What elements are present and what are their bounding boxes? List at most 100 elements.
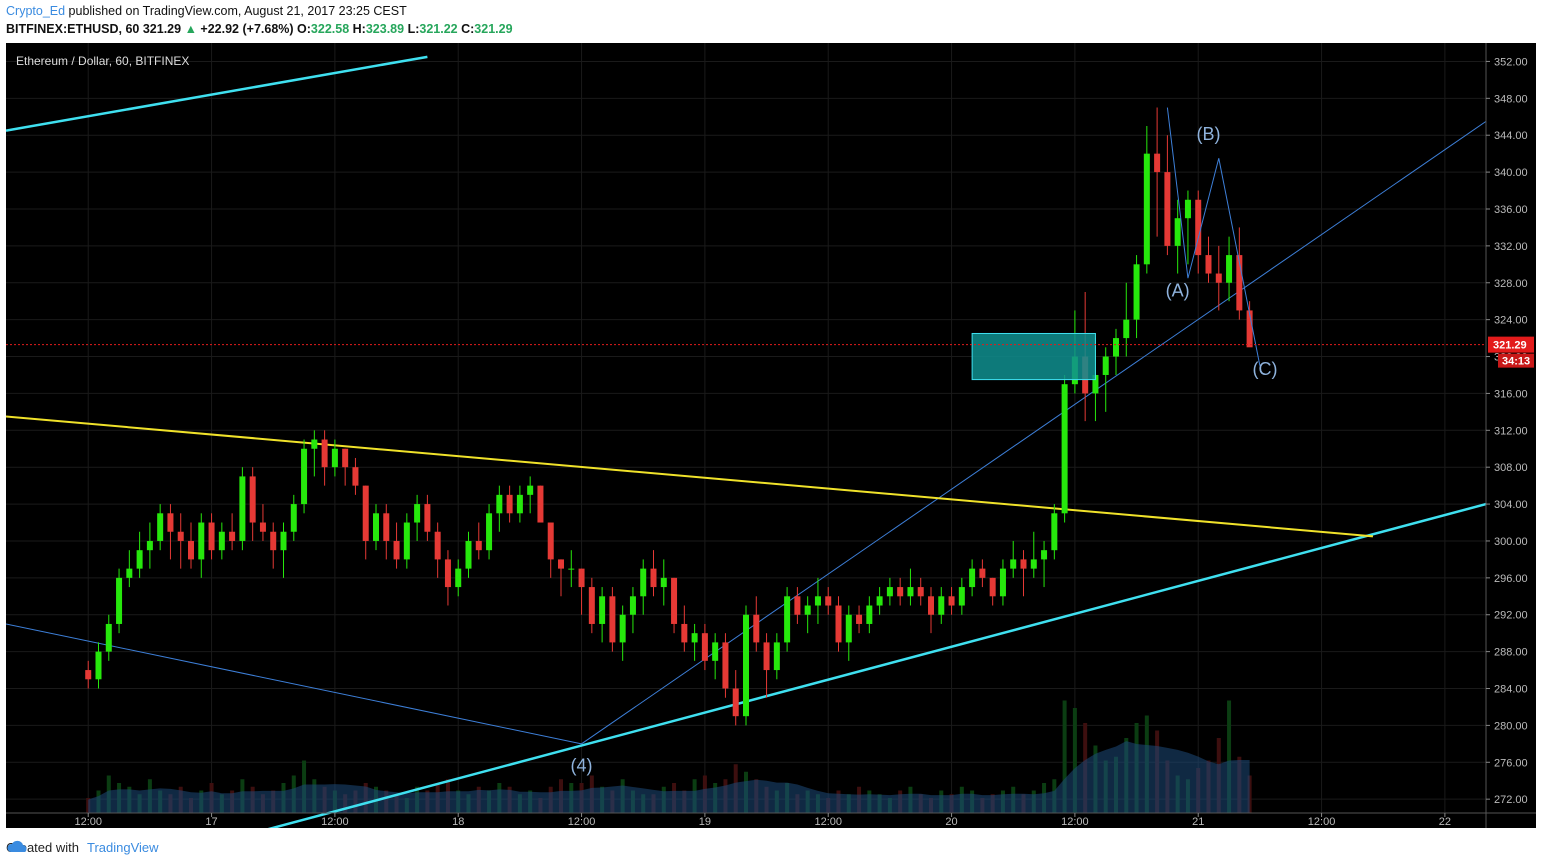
last-price-text: 321.29: [142, 22, 182, 36]
published-text: published on TradingView.com, August 21,…: [68, 4, 407, 18]
candle-body: [743, 614, 749, 717]
yellow-trendline: [6, 415, 1374, 538]
candle-body: [403, 522, 410, 560]
chart-title: Ethereum / Dollar, 60, BITFINEX: [16, 54, 189, 68]
countdown-bg: [1498, 353, 1534, 368]
candle-body: [732, 688, 739, 717]
target-box: [971, 332, 1096, 381]
candle-body: [1174, 218, 1181, 246]
candle-body: [712, 642, 719, 661]
ohlc-line: BITFINEX:ETHUSD, 60 321.29 ▲ +22.92 (+7.…: [6, 22, 513, 36]
candle-body: [126, 568, 133, 578]
candle-body: [979, 568, 986, 578]
candle-body: [773, 642, 780, 671]
candle-body: [660, 577, 667, 588]
tradingview-link[interactable]: TradingView: [86, 840, 159, 855]
chart-svg[interactable]: (4) (A) (B) (C) 272.00 276.00 280.00 284.00 288.…: [6, 43, 1536, 828]
open-label: O:: [297, 22, 311, 36]
candle-body: [1246, 310, 1253, 348]
candle-body: [917, 587, 924, 597]
candle-body: [177, 531, 184, 541]
volume-bar: [1072, 708, 1077, 813]
candle-body: [259, 522, 266, 532]
symbol-text: BITFINEX:ETHUSD, 60: [6, 22, 140, 36]
candle-body: [342, 448, 349, 468]
candle-body: [1061, 384, 1068, 514]
candle-body: [681, 623, 688, 643]
close-value: 321.29: [474, 22, 513, 36]
candle-body: [537, 485, 544, 523]
candle-body: [1195, 199, 1202, 256]
candle-body: [373, 513, 379, 541]
cyan-trendline-bottom: [267, 502, 1487, 828]
candle-body: [486, 513, 493, 551]
chart-area[interactable]: (4) (A) (B) (C) 272.00 276.00 280.00 284.00 288.…: [6, 43, 1536, 828]
candle-body: [1164, 172, 1171, 246]
x-tick-label: 21: [1192, 816, 1204, 828]
y-tick-label: 304.00: [1494, 499, 1528, 511]
y-tick-label: 344.00: [1494, 130, 1528, 142]
candle-body: [1236, 255, 1243, 311]
candle-body: [229, 531, 236, 541]
y-tick-label: 276.00: [1494, 757, 1528, 769]
publish-info: Crypto_Ed published on TradingView.com, …: [6, 4, 407, 18]
candle-body: [650, 568, 657, 588]
candle-body: [866, 605, 873, 624]
candle-body: [311, 439, 318, 449]
candle-body: [958, 587, 965, 606]
candle-body: [218, 531, 225, 551]
candle-body: [208, 522, 215, 551]
candle-body: [825, 596, 832, 606]
candle-body: [1205, 255, 1212, 274]
candle-body: [95, 651, 102, 680]
blue-channel-line: [6, 623, 582, 745]
candle-body: [249, 476, 256, 523]
candle-body: [455, 568, 462, 588]
wave-label: (C): [1253, 359, 1278, 379]
candle-body: [444, 559, 451, 588]
candle-body: [383, 513, 390, 541]
candle-body: [465, 540, 472, 569]
countdown-label: 34:13: [1502, 356, 1530, 368]
candle-body: [814, 596, 821, 606]
candle-body: [835, 605, 842, 643]
candle-body: [907, 587, 914, 597]
candle-body: [116, 577, 123, 624]
candle-body: [475, 540, 482, 551]
change-text: +22.92 (+7.68%): [200, 22, 294, 36]
candle-body: [1102, 356, 1109, 375]
candle-body: [845, 614, 852, 643]
volume-bar: [1062, 700, 1067, 813]
wave-label: (B): [1197, 124, 1221, 144]
candle-body: [352, 467, 359, 486]
candle-body: [969, 568, 976, 588]
candle-body: [856, 614, 863, 624]
candle-body: [804, 605, 811, 615]
y-tick-label: 292.00: [1494, 610, 1528, 622]
candle-body: [1092, 374, 1099, 394]
y-tick-label: 316.00: [1494, 388, 1528, 400]
candle-body: [290, 504, 297, 532]
candle-body: [85, 670, 92, 680]
candle-body: [999, 568, 1006, 597]
x-tick-label: 17: [205, 816, 217, 828]
candle-body: [568, 568, 575, 570]
y-tick-label: 288.00: [1494, 647, 1528, 659]
y-tick-label: 352.00: [1494, 56, 1528, 68]
candle-body: [897, 587, 904, 597]
candle-body: [763, 642, 770, 671]
candle-body: [588, 587, 595, 624]
candle-body: [414, 504, 421, 523]
candle-body: [753, 614, 760, 643]
y-tick-label: 324.00: [1494, 315, 1528, 327]
y-tick-label: 348.00: [1494, 93, 1528, 105]
candle-body: [105, 623, 112, 652]
candle-body: [146, 540, 153, 551]
candle-body: [578, 568, 585, 588]
author-link[interactable]: Crypto_Ed: [6, 4, 66, 18]
candle-body: [784, 596, 791, 643]
candle-body: [629, 596, 636, 615]
price-tag-bg: [1488, 336, 1534, 353]
wave-label: (A): [1166, 281, 1190, 301]
candle-body: [239, 476, 246, 541]
